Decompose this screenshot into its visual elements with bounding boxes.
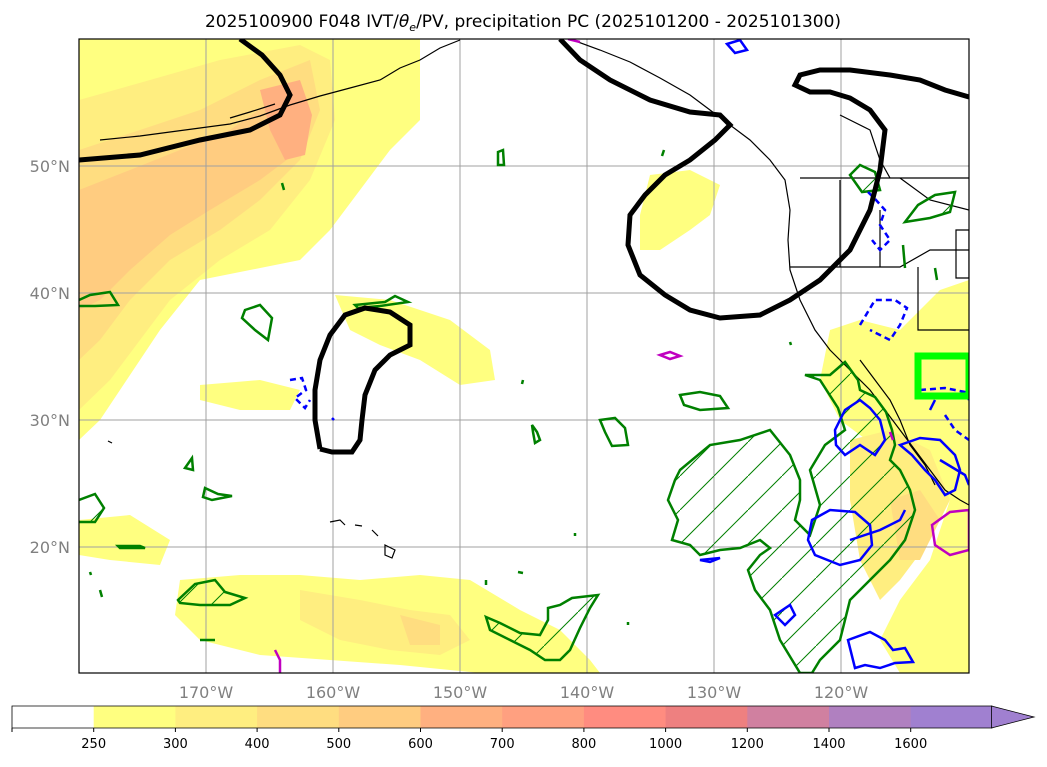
lon-label: 140°W	[560, 683, 615, 702]
colorbar-extend-arrow	[991, 705, 1036, 729]
colorbar-segment	[257, 706, 340, 728]
lon-label: 130°W	[687, 683, 742, 702]
hatched-region	[79, 165, 955, 673]
colorbar-segment	[420, 706, 503, 728]
colorbar-segment	[910, 706, 993, 728]
colorbar-segment	[338, 706, 421, 728]
lat-label: 20°N	[30, 538, 70, 557]
lat-labels: 50°N 40°N 30°N 20°N	[30, 157, 70, 557]
map-area	[79, 39, 969, 673]
lon-label: 170°W	[179, 683, 234, 702]
colorbar-segment	[502, 706, 585, 728]
colorbar-segment	[12, 706, 95, 728]
colorbar-tick-label: 1400	[812, 737, 845, 752]
colorbar-tick-label: 400	[245, 737, 270, 752]
gridlines	[79, 39, 969, 673]
colorbar-tick-label: 250	[81, 737, 106, 752]
colorbar-segment	[583, 706, 667, 728]
coastlines	[99, 39, 969, 559]
colorbar-tick-label: 600	[408, 737, 433, 752]
lat-label: 40°N	[30, 284, 70, 303]
colorbar-tick-label: 800	[571, 737, 596, 752]
colorbar-tick-label: 1600	[894, 737, 927, 752]
colorbar-segment	[175, 706, 258, 728]
colorbar-segment	[665, 706, 748, 728]
lat-label: 30°N	[30, 411, 70, 430]
colorbar: 250 300 400 500 600 700 800 1000 1200 1400 1600	[11, 705, 1036, 752]
colorbar-segment	[747, 706, 830, 728]
colorbar-tick-label: 500	[326, 737, 351, 752]
colorbar-segment	[93, 706, 176, 728]
colorbar-tick-label: 1200	[731, 737, 764, 752]
colorbar-tick-label: 700	[490, 737, 515, 752]
lat-label: 50°N	[30, 157, 70, 176]
pv-contours	[79, 39, 969, 455]
colorbar-tick-label: 1000	[649, 737, 682, 752]
lon-label: 120°W	[814, 683, 869, 702]
chart-title: 2025100900 F048 IVT/θe/PV, precipitation…	[205, 12, 841, 34]
colorbar-segment	[829, 706, 912, 728]
colorbar-tick-label: 300	[163, 737, 188, 752]
lon-label: 160°W	[306, 683, 361, 702]
highlight-box	[914, 352, 969, 400]
map-frame	[78, 38, 970, 674]
precip-negative-contours	[289, 39, 969, 670]
lon-labels: 170°W 160°W 150°W 140°W 130°W 120°W	[179, 683, 869, 702]
lon-label: 150°W	[433, 683, 488, 702]
